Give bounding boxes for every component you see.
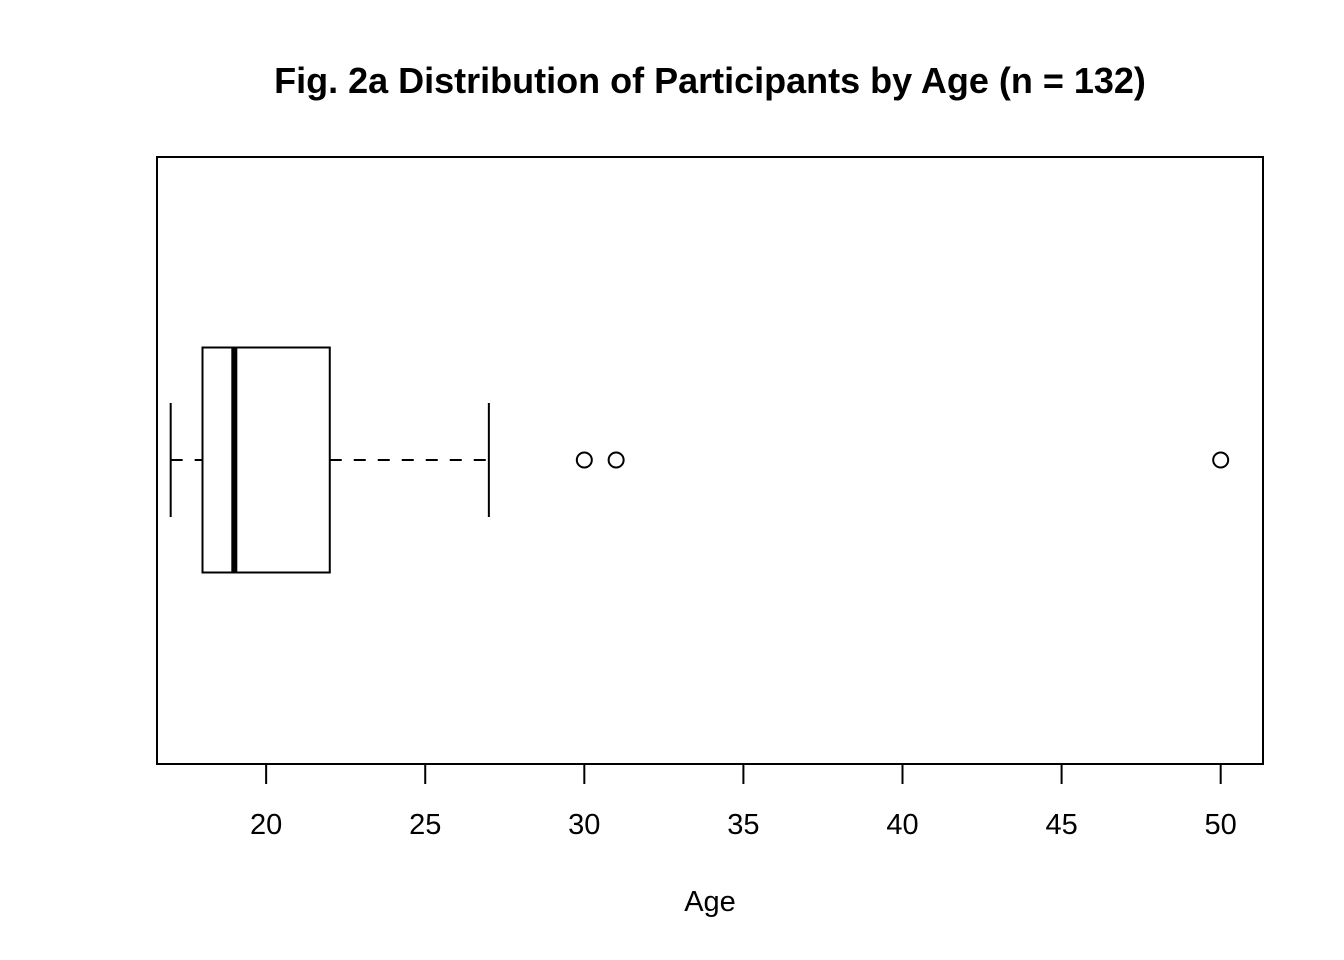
outlier-point-2: [607, 451, 625, 469]
x-axis-label: Age: [684, 886, 736, 918]
x-tick-label-40: 40: [886, 809, 918, 841]
x-tick-label-20: 20: [250, 809, 282, 841]
x-tick-label-50: 50: [1205, 809, 1237, 841]
iqr-box: [201, 346, 331, 574]
chart-title: Fig. 2a Distribution of Participants by …: [274, 60, 1146, 101]
x-axis: 20 25 30 35 40 45 50: [250, 763, 1237, 841]
x-tick-label-30: 30: [568, 809, 600, 841]
x-tick-label-35: 35: [727, 809, 759, 841]
x-tick-label-45: 45: [1045, 809, 1077, 841]
boxplot-marks: [169, 346, 1230, 574]
outlier-point-3: [1212, 451, 1230, 469]
outlier-point-1: [575, 451, 593, 469]
x-tick-label-25: 25: [409, 809, 441, 841]
